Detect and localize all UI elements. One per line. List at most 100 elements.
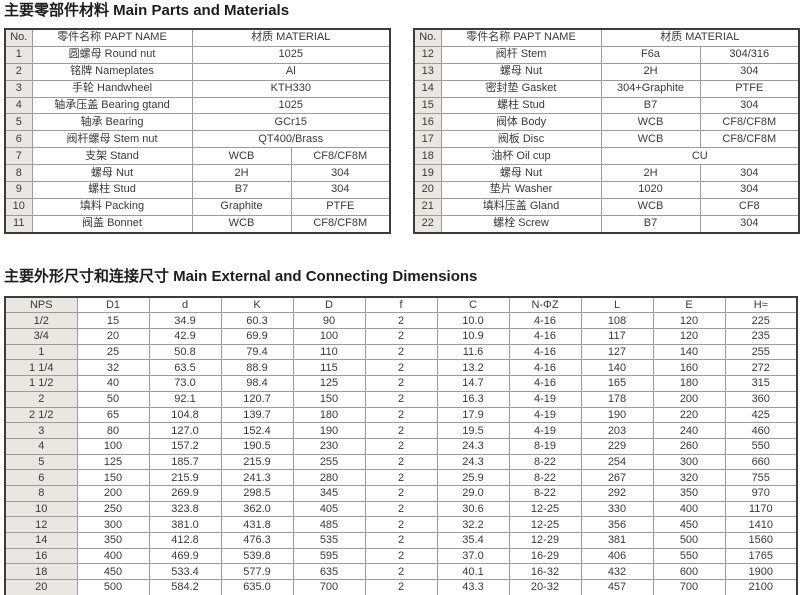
dim-value: 405 — [292, 500, 366, 518]
dim-value: 8-22 — [508, 484, 582, 502]
dim-nps: 2 1/2 — [4, 406, 78, 424]
part-no: 22 — [413, 214, 442, 234]
dim-value: 755 — [724, 469, 798, 486]
dim-value: 17.9 — [436, 406, 510, 424]
dim-value: 2 — [364, 406, 438, 424]
dim-value: 280 — [292, 469, 366, 486]
dim-value: 140 — [652, 343, 726, 361]
dim-value: 1410 — [724, 516, 798, 533]
dim-value: 660 — [724, 453, 798, 471]
part-no: 18 — [413, 147, 442, 166]
dim-value: 2 — [364, 422, 438, 439]
dim-value: 180 — [292, 406, 366, 424]
part-material-carbon: F6a — [600, 45, 701, 64]
dim-value: 157.2 — [148, 437, 222, 455]
dim-nps: 14 — [4, 532, 78, 549]
part-material-carbon: WCB — [191, 214, 292, 234]
dim-value: 600 — [652, 563, 726, 581]
parts-table-left: No. 零件名称 PAPT NAME 材质 MATERIAL 1 圆螺母 Roun… — [4, 28, 392, 234]
dim-value: 120 — [652, 312, 726, 330]
part-material-stainless: 304 — [699, 96, 800, 115]
part-name: 螺栓 Screw — [440, 214, 602, 234]
dim-nps: 18 — [4, 563, 78, 581]
parts-row: 11 阀盖 Bonnet WCB CF8/CF8M — [4, 214, 391, 234]
dim-value: 970 — [724, 484, 798, 502]
dim-row: 5 125 185.7 215.9 255 2 24.3 8-22 254 300 660 — [4, 453, 798, 471]
dim-value: 42.9 — [148, 328, 222, 345]
dim-value: 92.1 — [148, 390, 222, 408]
part-material-carbon: 304+Graphite — [600, 79, 701, 98]
dim-value: 406 — [580, 547, 654, 565]
dim-value: 15 — [76, 312, 150, 330]
part-name: 密封垫 Gasket — [440, 79, 602, 98]
dim-value: 20-32 — [508, 579, 582, 595]
part-no: 19 — [413, 164, 442, 183]
part-material-carbon: B7 — [600, 214, 701, 234]
dim-value: 120.7 — [220, 390, 294, 408]
dim-value: 37.0 — [436, 547, 510, 565]
dim-value: 345 — [292, 484, 366, 502]
dim-value: 235 — [724, 328, 798, 345]
dim-value: 120 — [652, 328, 726, 345]
parts-row: 2 铭牌 Nameplates Al — [4, 62, 391, 81]
dim-value: 2 — [364, 469, 438, 486]
part-material-stainless: CF8/CF8M — [290, 147, 391, 166]
part-material-carbon: 2H — [600, 62, 701, 81]
dim-value: 2 — [364, 579, 438, 595]
dim-nps: 2 — [4, 390, 78, 408]
dim-value: 50 — [76, 390, 150, 408]
dim-value: 100 — [292, 328, 366, 345]
dim-nps: 16 — [4, 547, 78, 565]
part-no: 11 — [4, 214, 33, 234]
part-name: 支架 Stand — [31, 147, 193, 166]
part-name: 螺柱 Stud — [31, 181, 193, 199]
dim-value: 32 — [76, 359, 150, 377]
dim-value: 34.9 — [148, 312, 222, 330]
dim-value: 29.0 — [436, 484, 510, 502]
dim-value: 139.7 — [220, 406, 294, 424]
parts-row: 15 螺柱 Stud B7 304 — [413, 96, 800, 115]
part-name: 阀体 Body — [440, 113, 602, 132]
dim-value: 108 — [580, 312, 654, 330]
dim-value: 533.4 — [148, 563, 222, 581]
dim-value: 469.9 — [148, 547, 222, 565]
part-no: 20 — [413, 181, 442, 199]
dim-value: 2 — [364, 516, 438, 533]
dim-value: 2 — [364, 359, 438, 377]
dim-value: 150 — [292, 390, 366, 408]
dim-value: 584.2 — [148, 579, 222, 595]
dim-value: 1170 — [724, 500, 798, 518]
dim-value: 2 — [364, 390, 438, 408]
dim-value: 25.9 — [436, 469, 510, 486]
dim-nps: 1 1/4 — [4, 359, 78, 377]
dim-value: 400 — [76, 547, 150, 565]
dim-col-header-h: H≈ — [724, 296, 798, 314]
dim-value: 450 — [76, 563, 150, 581]
dim-value: 90 — [292, 312, 366, 330]
dim-value: 1765 — [724, 547, 798, 565]
dim-value: 4-19 — [508, 390, 582, 408]
dim-value: 595 — [292, 547, 366, 565]
dim-value: 2 — [364, 328, 438, 345]
dim-value: 178 — [580, 390, 654, 408]
dim-value: 700 — [292, 579, 366, 595]
dim-value: 25 — [76, 343, 150, 361]
dim-row: 16 400 469.9 539.8 595 2 37.0 16-29 406 550 1765 — [4, 547, 798, 565]
dim-nps: 3 — [4, 422, 78, 439]
dim-value: 330 — [580, 500, 654, 518]
dim-value: 115 — [292, 359, 366, 377]
dim-value: 292 — [580, 484, 654, 502]
part-no: 13 — [413, 62, 442, 81]
dim-value: 117 — [580, 328, 654, 345]
part-material: GCr15 — [191, 113, 391, 132]
dim-value: 16.3 — [436, 390, 510, 408]
dim-value: 362.0 — [220, 500, 294, 518]
dim-row: 10 250 323.8 362.0 405 2 30.6 12-25 330 400 1170 — [4, 500, 798, 518]
dim-nps: 12 — [4, 516, 78, 533]
dim-row: 18 450 533.4 577.9 635 2 40.1 16-32 432 600 1900 — [4, 563, 798, 581]
dim-value: 19.5 — [436, 422, 510, 439]
dim-value: 190.5 — [220, 437, 294, 455]
part-no: 10 — [4, 197, 33, 216]
part-material-stainless: 304 — [699, 164, 800, 183]
part-material: Al — [191, 62, 391, 81]
